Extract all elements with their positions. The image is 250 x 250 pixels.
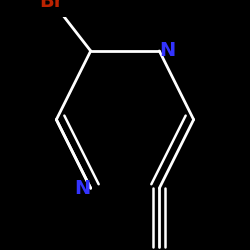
Text: N: N bbox=[74, 179, 90, 198]
Text: Br: Br bbox=[39, 0, 64, 11]
Text: N: N bbox=[160, 42, 176, 60]
